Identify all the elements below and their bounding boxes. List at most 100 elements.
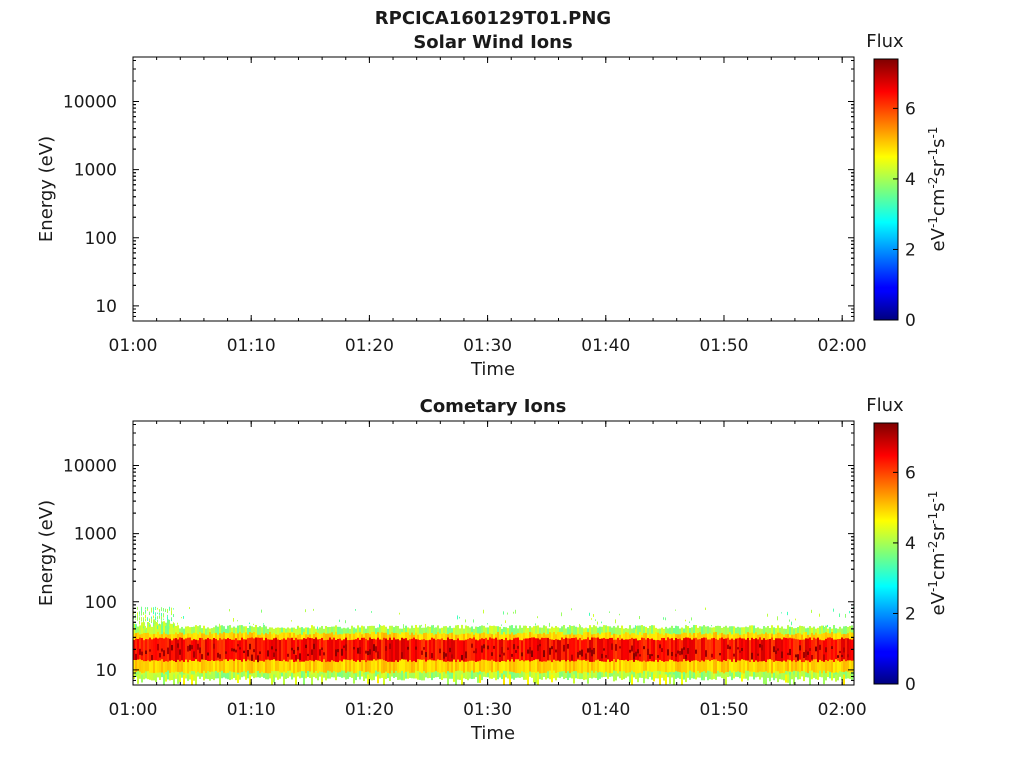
flux-cell bbox=[307, 653, 309, 657]
flux-cell bbox=[159, 623, 160, 626]
flux-cell bbox=[207, 652, 209, 656]
flux-cell bbox=[615, 644, 617, 651]
flux-cell bbox=[209, 639, 211, 662]
flux-cell bbox=[805, 649, 807, 657]
flux-cell bbox=[407, 646, 409, 650]
flux-cell bbox=[397, 639, 399, 662]
flux-cell bbox=[275, 648, 277, 652]
flux-cell bbox=[153, 611, 154, 615]
flux-cell bbox=[137, 674, 139, 684]
flux-cell bbox=[795, 639, 797, 663]
flux-cell bbox=[135, 618, 136, 620]
flux-cell bbox=[531, 650, 533, 658]
flux-cell bbox=[273, 638, 275, 660]
flux-cell bbox=[235, 638, 237, 660]
flux-cell bbox=[639, 616, 640, 620]
flux-cell bbox=[789, 619, 790, 622]
flux-cell bbox=[165, 624, 166, 626]
flux-cell bbox=[747, 637, 749, 661]
flux-cell bbox=[625, 639, 627, 660]
flux-cell bbox=[491, 638, 493, 660]
flux-cell bbox=[705, 650, 707, 657]
flux-cell bbox=[651, 638, 653, 662]
flux-cell bbox=[709, 639, 711, 662]
flux-cell bbox=[283, 638, 285, 660]
flux-cell bbox=[191, 674, 193, 685]
flux-cell bbox=[243, 650, 245, 654]
flux-cell bbox=[715, 638, 717, 660]
flux-cell bbox=[399, 640, 401, 661]
flux-cell bbox=[847, 654, 849, 658]
flux-cell bbox=[151, 607, 152, 610]
flux-cell bbox=[535, 623, 536, 626]
flux-cell bbox=[413, 637, 415, 661]
flux-cell bbox=[537, 645, 539, 651]
flux-cell bbox=[193, 674, 195, 681]
flux-cell bbox=[157, 619, 158, 623]
flux-cell bbox=[151, 639, 153, 660]
flux-cell bbox=[217, 652, 219, 658]
flux-cell bbox=[767, 613, 768, 617]
flux-cell bbox=[651, 654, 653, 657]
flux-cell bbox=[173, 614, 174, 618]
flux-cell bbox=[369, 649, 371, 655]
flux-cell bbox=[291, 647, 293, 651]
flux-cell bbox=[313, 643, 315, 650]
flux-cell bbox=[361, 637, 363, 660]
flux-cell bbox=[633, 638, 635, 662]
flux-cell bbox=[837, 655, 839, 658]
flux-cell bbox=[567, 638, 569, 661]
flux-cell bbox=[571, 637, 573, 661]
flux-cell bbox=[159, 625, 160, 630]
flux-cell bbox=[787, 674, 789, 683]
flux-cell bbox=[299, 653, 301, 661]
plot-area bbox=[132, 56, 855, 322]
flux-cell bbox=[495, 637, 497, 662]
flux-cell bbox=[487, 623, 488, 625]
flux-cell bbox=[411, 638, 413, 662]
flux-cell bbox=[165, 624, 166, 628]
flux-cell bbox=[541, 637, 543, 662]
flux-cell bbox=[537, 674, 539, 685]
flux-cell bbox=[591, 618, 592, 620]
flux-cell bbox=[213, 643, 215, 649]
flux-cell bbox=[823, 625, 824, 630]
colorbar-ticks: 0 2 4 6 bbox=[893, 463, 916, 695]
flux-cell bbox=[273, 674, 275, 683]
flux-cell bbox=[179, 674, 181, 683]
y-tick-label: 100 bbox=[85, 229, 117, 249]
flux-cell bbox=[139, 617, 140, 621]
colorbar-ticks: 0 2 4 6 bbox=[893, 99, 916, 331]
flux-cell bbox=[159, 615, 160, 619]
flux-cell bbox=[643, 638, 645, 661]
flux-cell bbox=[259, 651, 261, 654]
flux-cell bbox=[347, 640, 349, 661]
flux-cell bbox=[835, 639, 837, 660]
flux-cell bbox=[549, 622, 550, 627]
flux-cell bbox=[757, 653, 759, 656]
flux-cell bbox=[723, 638, 725, 661]
flux-cell bbox=[383, 637, 385, 661]
flux-cell bbox=[145, 639, 147, 662]
flux-cell bbox=[601, 653, 603, 659]
flux-cell bbox=[279, 639, 281, 661]
flux-cell bbox=[219, 623, 220, 627]
flux-cell bbox=[719, 638, 721, 662]
flux-cell bbox=[321, 647, 323, 650]
flux-cell bbox=[167, 616, 168, 620]
flux-cell bbox=[517, 645, 519, 649]
flux-cell bbox=[389, 637, 391, 662]
flux-cell bbox=[661, 648, 663, 653]
flux-cell bbox=[147, 609, 148, 611]
flux-cell bbox=[569, 638, 571, 662]
flux-cell bbox=[617, 637, 619, 660]
flux-cell bbox=[649, 639, 651, 662]
flux-cell bbox=[603, 648, 605, 651]
flux-cell bbox=[683, 647, 685, 650]
flux-cell bbox=[159, 637, 161, 661]
flux-cell bbox=[323, 652, 325, 656]
flux-cell bbox=[777, 648, 779, 651]
flux-cell bbox=[753, 639, 755, 662]
flux-cell bbox=[345, 644, 347, 651]
flux-cell bbox=[175, 638, 177, 663]
